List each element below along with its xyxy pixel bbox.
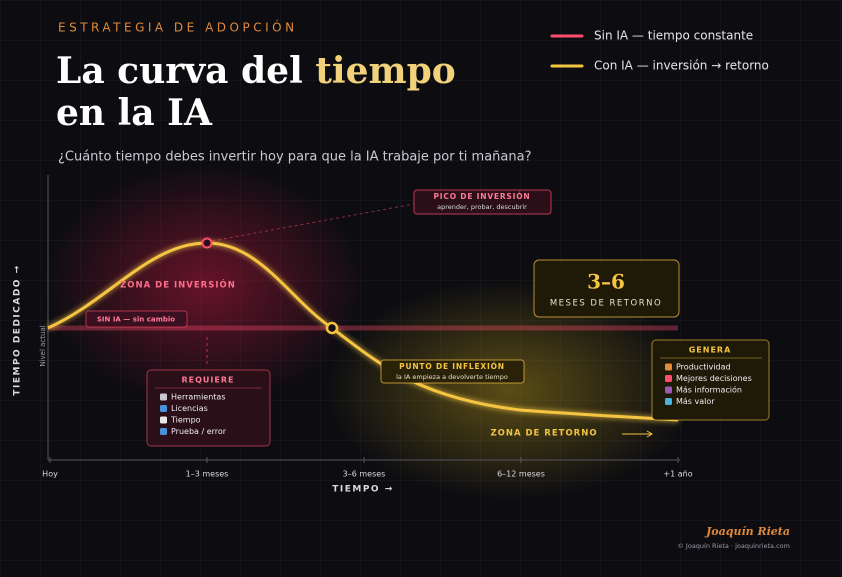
legend: Sin IA — tiempo constante Con IA — invers… — [550, 29, 769, 73]
item-label: Más información — [676, 385, 742, 395]
inflection-connector — [339, 335, 381, 363]
peak-box — [413, 189, 552, 215]
peak-subtitle: aprender, probar, descubrir — [437, 203, 527, 211]
subtitle: ¿Cuánto tiempo debes invertir hoy para q… — [58, 150, 532, 165]
item-label: Herramientas — [171, 393, 226, 402]
item-label: Tiempo — [170, 416, 201, 425]
x-ticks: Hoy 1–3 meses 3–6 meses 6–12 meses +1 año — [42, 457, 693, 479]
item-label: Licencias — [171, 404, 208, 413]
x-tick-label: 6–12 meses — [497, 470, 545, 479]
item-icon — [665, 398, 672, 405]
x-tick-label: 1–3 meses — [186, 470, 229, 479]
inflection-box — [380, 359, 525, 384]
generates-box — [651, 339, 770, 421]
return-box — [533, 259, 680, 318]
investment-glow — [45, 165, 365, 405]
item-label: Productividad — [676, 363, 731, 372]
requires-box — [146, 369, 271, 447]
return-zone: ZONA DE RETORNO — [490, 429, 597, 439]
x-axis-label: TIEMPO → — [332, 485, 394, 495]
inflection-point — [325, 321, 339, 335]
peak-point — [201, 237, 213, 249]
kicker: ESTRATEGIA DE ADOPCIÓN — [58, 20, 298, 35]
peak-connector — [211, 203, 415, 242]
title-line2: en la IA — [56, 92, 213, 134]
item-icon — [665, 363, 672, 371]
no-ai-label: SIN IA — sin cambio — [97, 316, 175, 324]
x-tick-label: Hoy — [42, 470, 58, 479]
investment-zone: ZONA DE INVERSIÓN — [120, 279, 236, 291]
x-tick-label: +1 año — [663, 470, 692, 479]
legend-label: Sin IA — tiempo constante — [594, 29, 753, 43]
peak-title: PICO DE INVERSIÓN — [434, 192, 531, 201]
return-arrow — [622, 430, 653, 438]
generates-items: Productividad Mejores decisiones Más infor… — [665, 363, 752, 406]
inflection-title: PUNTO DE INFLEXIÓN — [399, 362, 505, 371]
item-icon — [160, 405, 167, 412]
item-icon — [160, 428, 167, 435]
item-icon — [160, 416, 167, 424]
inflection-subtitle: la IA empieza a devolverte tiempo — [396, 373, 508, 381]
requires-title: REQUIERE — [182, 376, 235, 385]
title-start: La curva del — [56, 50, 315, 92]
baseline-label: Nivel actual — [39, 325, 47, 366]
credit: © Joaquín Rieta · joaquinrieta.com — [677, 542, 790, 550]
author: Joaquín Rieta — [704, 525, 790, 538]
return-value: 3–6 — [587, 270, 625, 294]
legend-label: Con IA — inversión → retorno — [594, 59, 769, 73]
title-highlight: tiempo — [315, 50, 455, 92]
item-label: Prueba / error — [171, 427, 227, 436]
return-label: MESES DE RETORNO — [550, 299, 662, 309]
title: La curva del tiempo — [56, 50, 456, 92]
item-icon — [665, 375, 672, 382]
generates-title: GENERA — [689, 346, 732, 355]
x-tick-label: 3–6 meses — [343, 470, 386, 479]
no-ai-box — [85, 310, 188, 328]
item-label: Más valor — [676, 397, 715, 406]
item-label: Mejores decisiones — [676, 374, 752, 383]
item-icon — [160, 393, 167, 401]
item-icon — [665, 386, 672, 394]
return-glow — [325, 280, 695, 500]
y-axis-label: TIEMPO DEDICADO → — [13, 264, 23, 395]
requires-items: Herramientas Licencias Tiempo Prueba / erro… — [160, 393, 227, 436]
